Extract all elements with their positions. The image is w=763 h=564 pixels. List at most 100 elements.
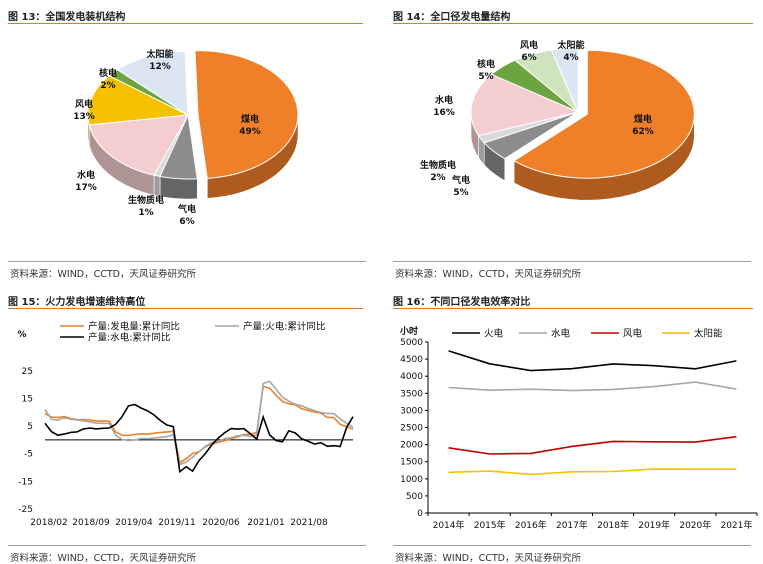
pie-slice-煤电 [194,50,299,179]
source-note: 资料来源：WIND，CCTD，天风证券研究所 [10,553,197,564]
chart-panel-utilization-hours: 图 16：不同口径发电效率对比 5000 4500 4000 3500 3000 2500… [385,285,763,564]
pie-slice-煤电 [513,49,695,179]
figure-title: 图 13：全国发电装机结构 [8,8,363,24]
y-tick-label: 1000 [400,475,423,485]
y-tick-label: 5 [27,422,33,432]
y-tick-label: -25 [18,505,33,515]
legend-label: 产量:水电:累计同比 [88,332,170,344]
x-tick-label: 2018年 [597,519,629,531]
y-tick-label: 3500 [400,389,423,399]
pie-value-气电: 5% [453,188,468,198]
y-tick-label: 1500 [400,458,423,468]
y-tick-label: 0 [417,509,423,519]
pie-value-太阳能: 4% [563,53,578,63]
y-tick-label: 3000 [400,406,423,416]
divider [8,261,366,262]
pie-label-太阳能: 太阳能 [145,48,173,60]
x-tick-label: 2016年 [515,519,547,531]
divider [393,545,751,546]
x-tick-label: 2018/09 [72,518,110,528]
legend-label: 风电 [623,328,643,340]
x-tick-label: 2019/04 [115,518,153,528]
x-tick-label: 2021年 [720,519,752,531]
x-tick-label: 2021/01 [247,518,284,528]
pie-value-核电: 5% [478,72,493,82]
chart-panel-thermal-growth: 图 15：火力发电增速维持高位 25 15 5 -5 -15 -25% 2018/02 201… [0,285,375,564]
pie-slice-风电 [87,75,190,126]
pie-label-水电: 水电 [77,169,95,181]
legend-label: 产量:发电量:累计同比 [88,321,180,333]
pie-value-气电: 6% [179,217,194,227]
pie-label-煤电: 煤电 [634,113,652,125]
y-tick-label: 15 [22,394,33,404]
legend-label: 太阳能 [694,328,723,340]
x-tick-label: 2019/11 [158,518,195,528]
pie-slice-水电 [470,73,580,137]
pie-label-风电: 风电 [75,98,93,110]
chart-panel-generation-structure: 图 14：全口径发电量结构 煤电 62% 气电 5% 生物质电 2% 水电 16% 核电 5% 风电… [385,0,763,282]
x-tick-label: 2021/08 [290,518,328,528]
line-chart-thermal-growth: 25 15 5 -5 -15 -25% 2018/02 2018/09 2019/04 2019/… [17,321,354,528]
series-line-水电 [448,381,737,392]
pie-value-风电: 13% [73,112,95,122]
y-tick-label: 500 [406,492,423,502]
y-tick-label: 4500 [400,355,423,365]
source-note: 资料来源：WIND，CCTD，天风证券研究所 [395,269,582,280]
chart-panel-installed-capacity: 图 13：全国发电装机结构 煤电 49% 气电 6% 生物质电 1% 水电 17% 风电 13% 核… [0,0,375,282]
pie-chart-generation-structure: 煤电 62% 气电 5% 生物质电 2% 水电 16% 核电 5% 风电 6% 太阳能 4% [420,39,695,201]
pie-value-风电: 6% [521,53,536,63]
series-line-1 [44,380,354,466]
y-tick-label: -5 [24,450,33,460]
pie-slice-太阳能 [550,47,579,113]
y-tick-label: 5000 [400,338,423,348]
pie-label-煤电: 煤电 [241,113,259,125]
pie-label-核电: 核电 [477,58,495,70]
legend-label: 产量:火电:累计同比 [243,321,325,333]
series-line-2 [44,403,354,474]
y-tick-label: 2000 [400,441,423,451]
figure-title: 图 15：火力发电增速维持高位 [8,293,363,309]
pie-label-气电: 气电 [177,203,196,215]
pie-label-生物质电: 生物质电 [128,194,164,206]
pie-chart-installed-capacity: 煤电 49% 气电 6% 生物质电 1% 水电 17% 风电 13% 核电 2% 太阳能 12% [73,48,299,227]
pie-slice-水电 [88,114,189,176]
pie-label-核电: 核电 [99,67,117,79]
x-tick-label: 2020/06 [202,518,240,528]
y-tick-label: 4000 [400,372,423,382]
legend-label: 水电 [551,328,571,340]
divider [393,261,751,262]
pie-value-生物质电: 2% [430,173,445,183]
divider [8,545,366,546]
pie-label-生物质电: 生物质电 [420,159,456,171]
x-tick-label: 2018/02 [30,518,67,528]
x-tick-label: 2014年 [433,519,465,531]
pie-value-水电: 17% [75,183,97,193]
pie-value-水电: 16% [433,108,455,118]
series-line-太阳能 [448,468,737,476]
x-tick-label: 2020年 [679,519,711,531]
pie-value-煤电: 49% [239,127,261,137]
pie-value-太阳能: 12% [149,62,171,72]
pie-value-生物质电: 1% [138,208,153,218]
x-tick-label: 2017年 [556,519,588,531]
pie-label-水电: 水电 [435,94,453,106]
x-tick-label: 2015年 [474,519,506,531]
line-chart-utilization-hours: 5000450040003500300025002000150010005000… [399,325,758,531]
x-tick-label: 2019年 [638,519,670,531]
pie-slice-太阳能 [116,50,189,116]
source-note: 资料来源：WIND，CCTD，天风证券研究所 [395,553,582,564]
series-line-风电 [448,435,737,455]
y-tick-label: -15 [18,477,33,487]
pie-slice-side-生物质电 [153,174,161,197]
y-tick-label: 25 [22,367,33,377]
series-line-火电 [448,350,737,372]
pie-label-风电: 风电 [520,39,538,51]
pie-value-煤电: 62% [632,127,654,137]
y-tick-label: 2500 [400,424,423,434]
pie-label-气电: 气电 [451,174,470,186]
pie-label-太阳能: 太阳能 [556,39,584,51]
pie-value-核电: 2% [100,81,115,91]
y-axis-unit: % [17,330,26,340]
source-note: 资料来源：WIND，CCTD，天风证券研究所 [10,269,197,280]
figure-title: 图 14：全口径发电量结构 [393,8,753,24]
